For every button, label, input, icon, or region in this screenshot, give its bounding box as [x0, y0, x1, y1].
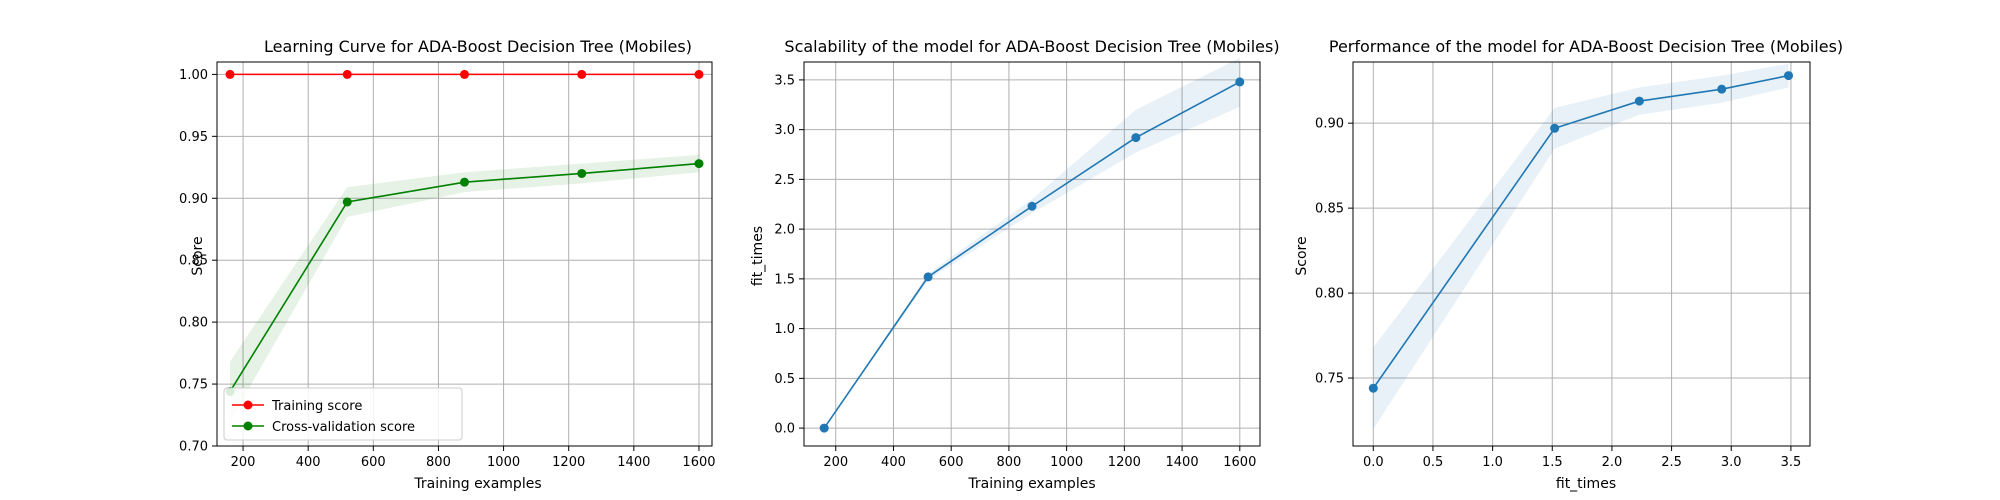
performance-point-0-1 [1550, 123, 1560, 133]
performance-xtick-label-3: 1.5 [1542, 455, 1563, 470]
scalability-point-0-0 [819, 423, 829, 433]
performance-xtick-label-5: 2.5 [1661, 455, 1682, 470]
learning-curve-ytick-label-4: 0.90 [179, 192, 208, 207]
performance-xtick-label-1: 0.5 [1423, 455, 1444, 470]
performance-xticks: 0.0 0.5 1.0 1.5 2.0 2.5 3.0 3.5 [1363, 446, 1801, 470]
performance-ytick-label-3: 0.90 [1315, 117, 1344, 132]
scalability-points [819, 77, 1245, 433]
scalability-grid [804, 62, 1260, 446]
learning-curve-ytick-label-3: 0.85 [179, 254, 208, 269]
scalability-ytick-label-7: 3.5 [774, 73, 795, 88]
performance-ytick-label-1: 0.80 [1315, 287, 1344, 302]
scalability-yticks: 0.0 0.5 1.0 1.5 2.0 2.5 3.0 3.5 [774, 73, 804, 437]
scalability-xtick-label-3: 800 [996, 455, 1021, 470]
performance-point-0-4 [1784, 71, 1794, 81]
scalability-ytick-label-6: 3.0 [774, 123, 795, 138]
performance-point-0-3 [1717, 84, 1727, 94]
learning-curve-xtick-label-3: 800 [426, 455, 451, 470]
performance-ytick-label-2: 0.85 [1315, 202, 1344, 217]
scalability-xtick-label-0: 200 [823, 455, 848, 470]
scalability-frame [803, 61, 1261, 447]
learning-curve-ytick-label-5: 0.95 [179, 130, 208, 145]
performance-xtick-label-4: 2.0 [1602, 455, 1623, 470]
learning-curve-point-0-3 [577, 69, 587, 79]
learning-curve-ytick-label-1: 0.75 [179, 378, 208, 393]
performance-bands [1373, 63, 1789, 430]
scalability-bands [824, 58, 1240, 429]
scalability-point-0-3 [1131, 133, 1141, 143]
scalability-point-0-4 [1235, 77, 1245, 87]
learning-curve-yticks: 0.70 0.75 0.80 0.85 0.90 0.95 1.00 [179, 68, 217, 455]
scalability-xtick-label-6: 1400 [1166, 455, 1199, 470]
scalability-ytick-label-3: 1.5 [774, 272, 795, 287]
performance-xlabel: fit_times [1556, 476, 1616, 492]
learning-curve-ytick-label-0: 0.70 [179, 440, 208, 455]
legend-cv-marker [243, 421, 253, 431]
legend-training-label: Training score [271, 399, 362, 414]
performance-xtick-label-0: 0.0 [1363, 455, 1384, 470]
learning-curve-ytick-label-6: 1.00 [179, 68, 208, 83]
scalability-ylabel: fit_times [750, 226, 766, 286]
performance-point-0-2 [1634, 96, 1644, 106]
learning-curve-point-0-0 [225, 69, 235, 79]
scalability-xticks: 200 400 600 800 1000 1200 1400 1600 [823, 446, 1256, 470]
performance-points [1368, 71, 1794, 393]
performance-ytick-label-0: 0.75 [1315, 372, 1344, 387]
performance-yticks: 0.75 0.80 0.85 0.90 [1315, 117, 1353, 387]
legend-training-marker [243, 400, 253, 410]
learning-curve-ylabel: Score [190, 236, 206, 275]
performance-title: Performance of the model for ADA-Boost D… [1329, 37, 1843, 56]
scalability-title: Scalability of the model for ADA-Boost D… [784, 37, 1279, 56]
scalability-ytick-label-0: 0.0 [774, 422, 795, 437]
performance-frame [1352, 61, 1811, 447]
learning-curve-xticks: 200 400 600 800 1000 1200 1400 1600 [231, 446, 716, 470]
scalability-xtick-label-5: 1200 [1108, 455, 1141, 470]
learning-curve-xlabel: Training examples [413, 476, 541, 492]
learning-curve-xtick-label-7: 1600 [682, 455, 715, 470]
learning-curve-point-0-2 [460, 69, 469, 79]
learning-curve-frame [216, 61, 713, 447]
legend-cv-label: Cross-validation score [272, 420, 415, 435]
scalability-xtick-label-1: 400 [881, 455, 906, 470]
learning-curve-point-0-4 [694, 69, 704, 79]
performance-point-0-0 [1368, 383, 1378, 393]
scalability-xtick-label-4: 1000 [1050, 455, 1083, 470]
legend: Training score Cross-validation score [223, 387, 463, 441]
scalability-xtick-label-2: 600 [939, 455, 964, 470]
learning-curve-point-0-1 [342, 69, 352, 79]
learning-curve-panel: Learning Curve for ADA-Boost Decision Tr… [179, 37, 715, 492]
performance-xtick-label-6: 3.0 [1721, 455, 1742, 470]
learning-curve-title: Learning Curve for ADA-Boost Decision Tr… [264, 37, 692, 56]
scalability-xtick-label-7: 1600 [1223, 455, 1256, 470]
performance-band-0 [1373, 63, 1789, 430]
learning-curve-xtick-label-5: 1200 [552, 455, 585, 470]
learning-curve-xtick-label-1: 400 [296, 455, 321, 470]
learning-curve-ytick-label-2: 0.80 [179, 316, 208, 331]
learning-curve-xtick-label-6: 1400 [617, 455, 650, 470]
scalability-ytick-label-4: 2.0 [774, 223, 795, 238]
scalability-panel: Scalability of the model for ADA-Boost D… [750, 37, 1280, 492]
scalability-point-0-2 [1027, 201, 1037, 211]
learning-curve-point-1-3 [577, 168, 587, 178]
learning-curve-xtick-label-4: 1000 [487, 455, 520, 470]
scalability-point-0-1 [923, 272, 933, 282]
performance-xtick-label-2: 1.0 [1482, 455, 1503, 470]
legend-box [223, 387, 463, 441]
performance-xtick-label-7: 3.5 [1781, 455, 1802, 470]
learning-curve-point-1-1 [342, 197, 352, 207]
performance-panel: Performance of the model for ADA-Boost D… [1294, 37, 1843, 492]
scalability-band-0 [824, 58, 1240, 429]
scalability-ytick-label-2: 1.0 [774, 322, 795, 337]
performance-ylabel: Score [1294, 236, 1310, 275]
scalability-ytick-label-5: 2.5 [774, 173, 795, 188]
learning-curve-point-1-2 [460, 177, 469, 187]
learning-curve-point-1-4 [694, 159, 704, 169]
scalability-ytick-label-1: 0.5 [774, 372, 795, 387]
learning-curve-xtick-label-2: 600 [361, 455, 386, 470]
learning-curve-xtick-label-0: 200 [231, 455, 256, 470]
scalability-xlabel: Training examples [967, 476, 1095, 492]
